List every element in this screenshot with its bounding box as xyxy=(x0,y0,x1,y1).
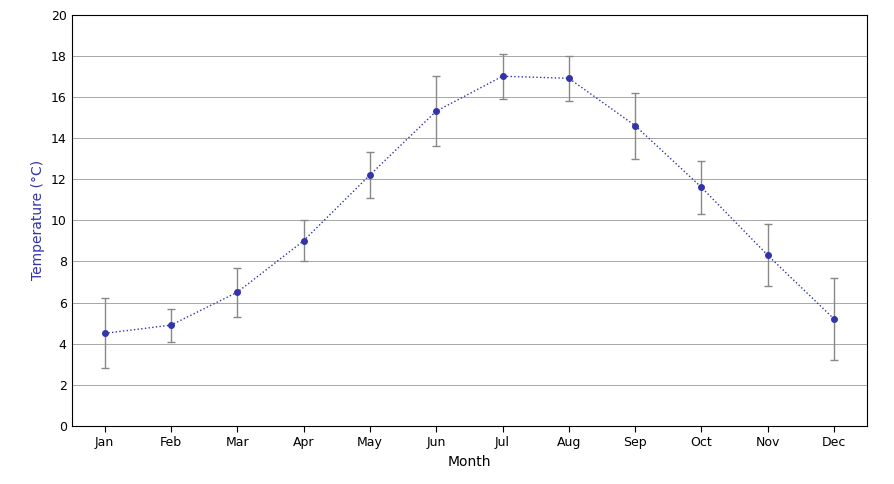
X-axis label: Month: Month xyxy=(448,455,491,469)
Y-axis label: Temperature (°C): Temperature (°C) xyxy=(31,160,46,280)
